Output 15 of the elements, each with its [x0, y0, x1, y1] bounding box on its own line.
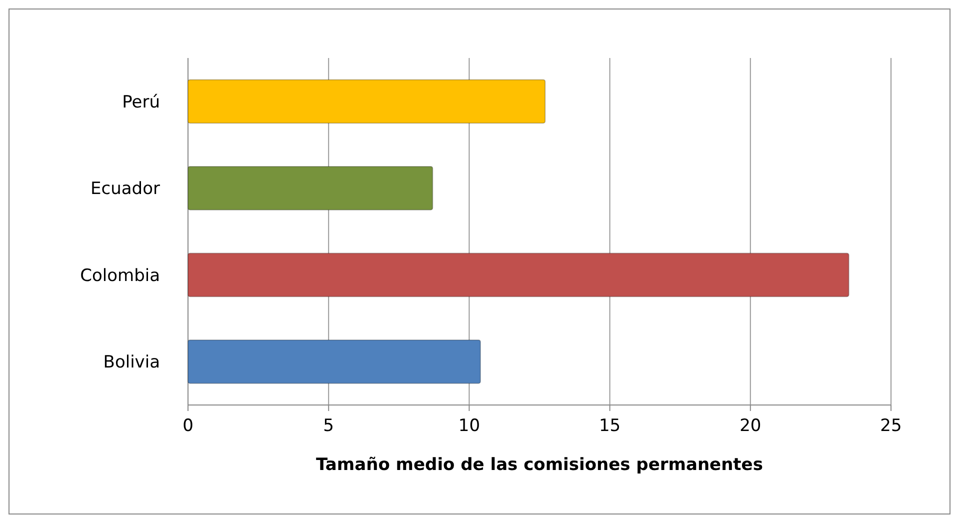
y-tick-label: Perú [122, 92, 160, 112]
y-tick-label: Bolivia [103, 352, 160, 373]
y-tick-label: Ecuador [90, 179, 160, 200]
x-axis-title: Tamaño medio de las comisiones permanentes [316, 455, 763, 475]
bar [188, 339, 481, 384]
y-tick-label: Colombia [80, 266, 160, 286]
bar [188, 166, 434, 210]
bar [188, 252, 850, 298]
bar [188, 79, 546, 124]
x-tick-label: 25 [880, 416, 902, 436]
x-tick-label: 15 [598, 416, 621, 436]
x-tick-label: 20 [740, 416, 762, 436]
x-tick-label: 0 [182, 416, 194, 436]
x-tick-label: 10 [458, 416, 480, 436]
x-tick-label: 5 [323, 416, 334, 436]
